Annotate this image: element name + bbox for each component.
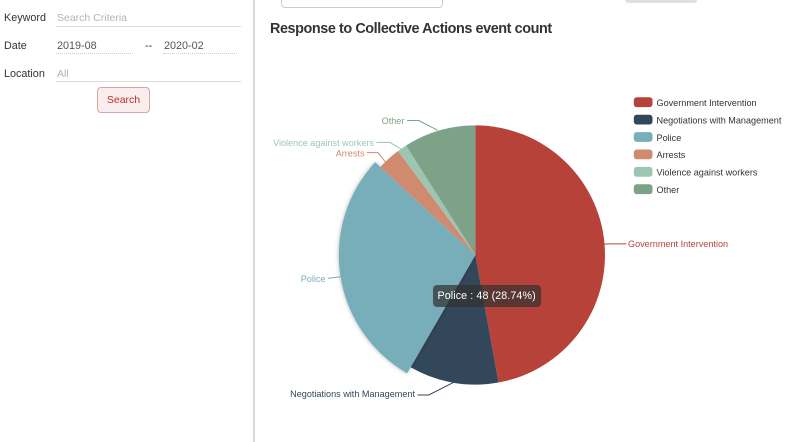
svg-text:Violence against workers: Violence against workers: [273, 138, 374, 148]
svg-text:Negotiations with Management: Negotiations with Management: [657, 115, 782, 125]
svg-text:Other: Other: [382, 116, 405, 126]
svg-text:Negotiations with Management: Negotiations with Management: [290, 389, 415, 399]
svg-text:Violence against workers: Violence against workers: [657, 168, 758, 178]
svg-text:Other: Other: [657, 185, 680, 195]
svg-text:Police: Police: [301, 274, 326, 284]
svg-text:Government Intervention: Government Intervention: [657, 98, 757, 108]
svg-text:Arrests: Arrests: [657, 150, 686, 160]
svg-text:Arrests: Arrests: [336, 148, 365, 158]
svg-text:Government Intervention: Government Intervention: [628, 239, 728, 249]
svg-text:Police: Police: [657, 133, 682, 143]
